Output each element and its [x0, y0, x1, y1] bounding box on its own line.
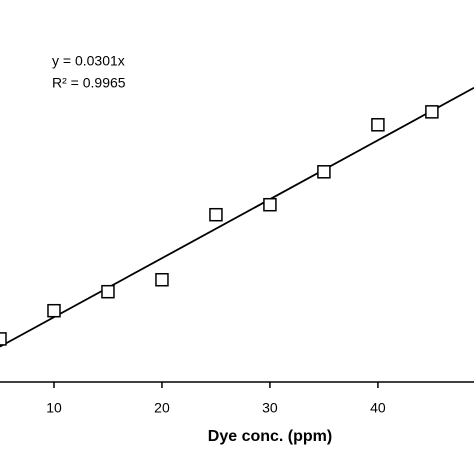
point	[209, 207, 223, 222]
x-axis-label: Dye conc. (ppm)	[208, 428, 332, 445]
x-tick-label: 30	[262, 400, 278, 416]
r-squared: R² = 0.9965	[52, 75, 126, 91]
point	[101, 284, 115, 299]
equation: y = 0.0301x	[52, 53, 125, 69]
point	[47, 303, 61, 318]
point	[425, 105, 439, 119]
point	[0, 332, 7, 346]
x-tick-label: 20	[154, 400, 170, 416]
x-tick-label: 40	[370, 400, 386, 416]
point	[371, 118, 385, 132]
point	[263, 197, 277, 212]
point	[155, 272, 169, 287]
x-tick-label: 10	[46, 400, 62, 416]
point	[317, 165, 331, 179]
trendline	[0, 86, 474, 348]
